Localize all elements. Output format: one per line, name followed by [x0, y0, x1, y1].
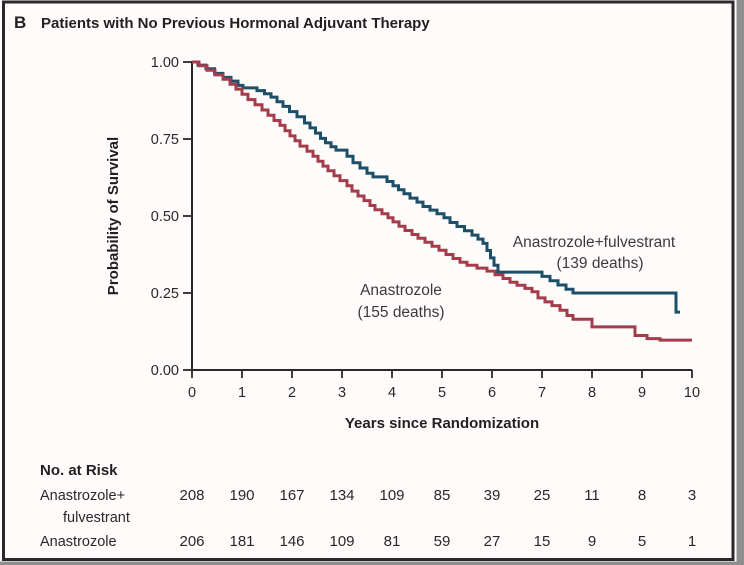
x-tick-label: 9 [638, 385, 646, 401]
risk-count: 85 [434, 487, 451, 504]
y-axis-ticks: 1.00 0.75 0.50 0.25 0.00 [151, 55, 191, 379]
series-label-fulvestrant-deaths: (139 deaths) [556, 255, 643, 272]
x-tick-label: 0 [188, 385, 196, 401]
x-axis-title: Years since Randomization [345, 415, 539, 432]
series-label-anastrozole: Anastrozole [360, 282, 442, 299]
km-curve-anastrozole-fulvestrant [192, 60, 680, 314]
km-curves [192, 60, 692, 342]
risk-count: 134 [329, 487, 354, 504]
y-tick-label: 0.50 [151, 209, 179, 225]
x-tick-label: 10 [684, 385, 700, 401]
x-tick-label: 5 [438, 385, 446, 401]
risk-row-label-fulvestrant-2: fulvestrant [63, 510, 130, 526]
x-tick-label: 4 [388, 385, 396, 401]
risk-count: 146 [279, 533, 304, 550]
page-gutter-bottom [0, 561, 744, 565]
risk-count: 181 [229, 533, 254, 550]
risk-count: 109 [329, 533, 354, 550]
series-label-anastrozole-deaths: (155 deaths) [357, 304, 444, 321]
page-gutter-right [736, 0, 744, 565]
risk-count: 3 [688, 487, 696, 504]
risk-table-header: No. at Risk [40, 462, 118, 479]
risk-count: 208 [179, 487, 204, 504]
risk-count: 5 [638, 533, 646, 550]
risk-count: 8 [638, 487, 646, 504]
km-curve-anastrozole [192, 60, 692, 342]
y-axis-title: Probability of Survival [105, 137, 122, 295]
x-tick-label: 8 [588, 385, 596, 401]
risk-count: 11 [584, 487, 600, 504]
risk-table-numbers: 208 190 167 134 109 85 39 25 11 8 3 206 181 146 109 81 5… [179, 487, 696, 550]
y-tick-label: 1.00 [151, 55, 179, 71]
y-tick-label: 0.75 [151, 132, 179, 148]
x-tick-label: 7 [538, 385, 546, 401]
risk-count: 15 [534, 533, 551, 550]
risk-count: 39 [484, 487, 501, 504]
series-label-fulvestrant: Anastrozole+fulvestrant [513, 234, 676, 251]
y-tick-label: 0.00 [151, 363, 179, 379]
risk-row-label-fulvestrant-1: Anastrozole+ [40, 488, 125, 504]
risk-count: 1 [688, 533, 696, 550]
risk-count: 25 [534, 487, 551, 504]
risk-count: 81 [384, 533, 401, 550]
x-tick-label: 6 [488, 385, 496, 401]
x-tick-label: 2 [288, 385, 296, 401]
risk-count: 167 [279, 487, 304, 504]
panel-letter: B [14, 13, 26, 32]
risk-row-label-anastrozole: Anastrozole [40, 534, 117, 550]
risk-count: 206 [179, 533, 204, 550]
y-tick-label: 0.25 [151, 286, 179, 302]
risk-count: 9 [588, 533, 596, 550]
risk-count: 27 [484, 533, 501, 550]
panel-title: Patients with No Previous Hormonal Adjuv… [41, 15, 430, 32]
risk-count: 59 [434, 533, 451, 550]
x-axis-ticks: 0 1 2 3 4 5 6 7 8 9 10 [188, 370, 700, 401]
risk-count: 109 [379, 487, 404, 504]
risk-count: 190 [229, 487, 254, 504]
x-tick-label: 3 [338, 385, 346, 401]
panel-border [2, 0, 735, 561]
x-tick-label: 1 [238, 385, 246, 401]
